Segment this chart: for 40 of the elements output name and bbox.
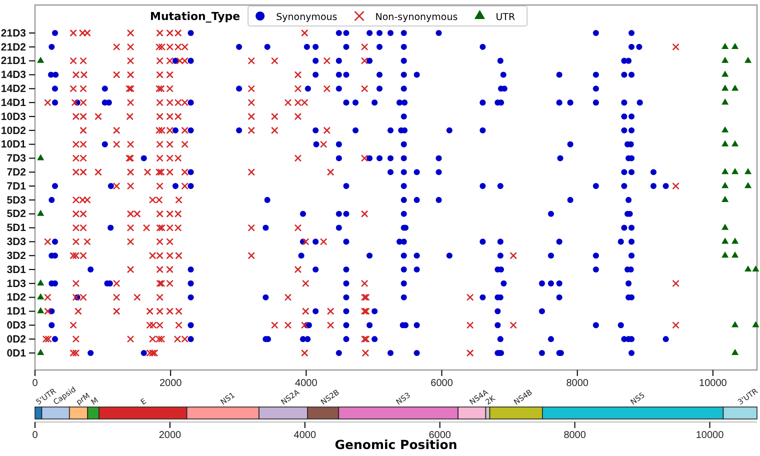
x-tick-label: 8000 [564,430,586,442]
y-tick-label: 3D3 [6,236,26,248]
y-tick-label: 1D1 [6,306,26,318]
y-tick-label: 21D2 [0,41,26,54]
y-tick-label: 14D2 [0,83,26,96]
y-tick-label: 7D3 [6,152,26,165]
x-tick-label: 4000 [294,430,316,442]
legend-title: Mutation_Type [150,10,240,23]
y-tick-label: 5D2 [6,208,26,220]
x-tick-label: 8000 [566,378,589,390]
y-tick-label: 3D1 [6,264,26,276]
y-tick-label: 14D3 [0,69,26,82]
x-tick-label: 4000 [295,378,318,390]
legend-label: Synonymous [276,12,338,23]
y-tick-label: 5D3 [6,194,26,206]
y-tick-label: 5D1 [6,222,26,234]
x-tick-label: 2000 [159,378,182,390]
y-tick-label: 10D1 [0,138,26,151]
x-tick-label: 6000 [430,378,454,390]
y-tick-label: 1D3 [6,278,26,290]
y-tick-label: 10D2 [0,124,26,137]
x-tick-label: 2000 [158,430,182,442]
y-tick-label: 21D1 [0,55,26,68]
y-tick-label: 7D1 [6,180,26,192]
y-tick-label: 7D2 [6,166,26,178]
x-tick-label: 10000 [699,378,728,390]
x-tick-label: 10000 [696,430,724,442]
y-tick-label: 14D1 [0,96,26,109]
x-tick-label: 0 [32,378,38,390]
y-tick-label: 3D2 [6,250,26,262]
x-axis-title: Genomic Position [334,437,458,452]
y-tick-label: 0D2 [6,333,26,346]
y-tick-label: 10D3 [0,110,26,123]
y-tick-label: 1D2 [6,292,26,304]
y-tick-label: 21D3 [0,27,26,40]
legend-label: UTR [496,12,516,23]
legend-label: Non-synonymous [375,12,458,23]
y-tick-label: 0D1 [6,347,26,360]
y-tick-label: 0D3 [6,320,26,332]
x-tick-label: 0 [32,430,38,442]
